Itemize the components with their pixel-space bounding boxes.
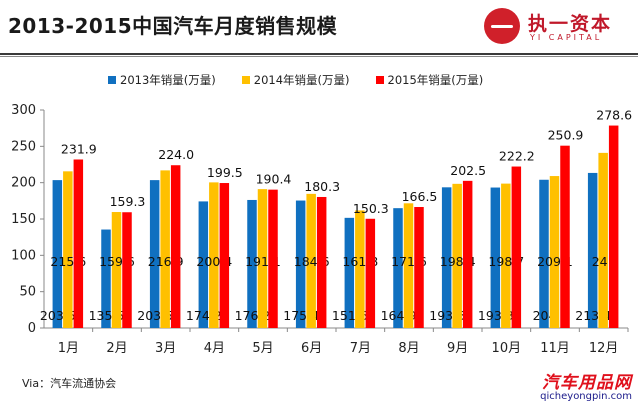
legend-item-2014: 2014年销量(万量): [241, 72, 350, 88]
data-label: 278.6: [596, 108, 632, 123]
bar-2015: [219, 183, 230, 328]
y-tick-label: 200: [11, 176, 36, 191]
legend-swatch-2015: [375, 76, 384, 84]
logo-icon: [484, 8, 520, 44]
x-tick-label: 10月: [492, 341, 522, 356]
data-label: 199.5: [207, 165, 243, 180]
x-tick-label: 3月: [155, 341, 176, 356]
legend-swatch-2013: [108, 76, 116, 84]
x-tick-label: 4月: [204, 341, 225, 356]
watermark-text: 汽车用品网: [542, 373, 632, 393]
bar-2014: [598, 152, 608, 328]
bar-2015: [462, 180, 473, 328]
bar-2015: [316, 196, 327, 328]
bar-2015: [560, 145, 570, 328]
watermark: 汽车用品网 qicheyongpin.com: [540, 368, 632, 402]
x-tick-label: 9月: [447, 341, 468, 356]
data-label: 231.9: [61, 141, 97, 156]
chart-legend: 2013年销量(万量) 2014年销量(万量) 2015年销量(万量): [108, 72, 509, 88]
bar-2014: [63, 171, 73, 328]
bar-2013: [490, 187, 501, 328]
bar-2015: [608, 125, 619, 329]
data-label: 224.0: [158, 147, 194, 162]
y-tick-label: 100: [11, 248, 36, 263]
watermark-url: qicheyongpin.com: [540, 391, 632, 402]
bar-2013: [295, 200, 306, 328]
bar-2013: [247, 199, 257, 328]
legend-label-2014: 2014年销量(万量): [253, 73, 350, 87]
bar-2015: [365, 218, 376, 328]
bar-2015: [170, 165, 181, 328]
y-tick-label: 150: [11, 212, 36, 227]
x-tick-label: 7月: [350, 341, 371, 356]
bar-2013: [393, 208, 403, 328]
data-label: 222.2: [499, 149, 535, 164]
bar-2014: [160, 170, 170, 328]
x-tick-label: 12月: [589, 341, 619, 356]
x-tick-label: 6月: [301, 341, 322, 356]
bar-2014: [501, 183, 511, 328]
bar-2013: [441, 187, 452, 328]
data-label: 190.4: [256, 172, 292, 187]
data-label: 202.5: [450, 163, 486, 178]
bar-2013: [101, 229, 111, 328]
header-divider: [0, 53, 638, 55]
x-tick-label: 5月: [252, 341, 273, 356]
bar-2013: [198, 201, 209, 328]
bar-2014: [355, 210, 365, 328]
bar-2014: [257, 189, 268, 328]
legend-label-2013: 2013年销量(万量): [120, 73, 216, 87]
x-tick-label: 11月: [540, 341, 570, 356]
logo: 执一资本 YI CAPITAL: [484, 8, 624, 48]
bar-2013: [52, 180, 63, 328]
bar-2013: [149, 180, 160, 328]
x-tick-label: 2月: [106, 341, 127, 356]
x-tick-label: 8月: [398, 341, 419, 356]
y-tick-label: 250: [11, 139, 36, 154]
bar-2013: [587, 172, 598, 328]
bar-2014: [111, 212, 122, 328]
bar-2014: [549, 176, 560, 328]
bar-2015: [511, 166, 522, 328]
legend-swatch-2014: [241, 76, 250, 84]
bar-2013: [539, 179, 549, 328]
legend-item-2015: 2015年销量(万量): [375, 72, 484, 88]
source-note: Via：汽车流通协会: [22, 377, 117, 390]
bar-2014: [452, 183, 462, 328]
y-tick-label: 0: [28, 321, 36, 336]
bar-chart: 0501001502002503001月203.5215.6231.92月135…: [11, 103, 632, 356]
bar-2015: [122, 212, 132, 328]
legend-label-2015: 2015年销量(万量): [387, 73, 484, 87]
y-tick-label: 300: [11, 103, 36, 118]
bar-2015: [73, 159, 84, 328]
bar-2013: [344, 217, 355, 328]
legend-item-2013: 2013年销量(万量): [108, 72, 216, 88]
bar-2014: [403, 203, 414, 328]
data-label: 180.3: [304, 179, 340, 194]
bar-2014: [306, 193, 316, 328]
data-label: 166.5: [402, 189, 438, 204]
header-divider-thin: [0, 56, 638, 57]
y-tick-label: 50: [19, 285, 36, 300]
logo-sub: YI CAPITAL: [530, 33, 603, 42]
bar-2015: [414, 207, 424, 328]
data-label: 250.9: [548, 128, 584, 143]
bar-2015: [268, 189, 278, 328]
page-title: 2013-2015中国汽车月度销售规模: [8, 14, 338, 38]
bar-2014: [209, 182, 219, 328]
data-label: 159.3: [110, 194, 146, 209]
logo-name: 执一资本: [528, 13, 613, 35]
data-label: 150.3: [353, 201, 389, 216]
x-tick-label: 1月: [58, 341, 79, 356]
